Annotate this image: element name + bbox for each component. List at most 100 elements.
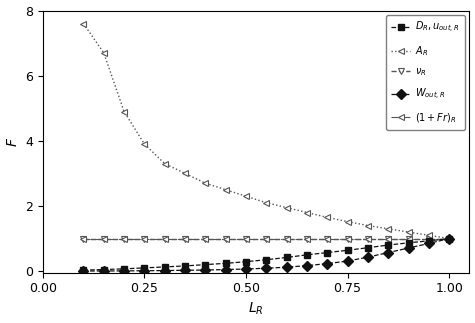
$\nu_R$ [101, 237, 106, 241]
$A_R$ [426, 234, 432, 237]
$W_{out,R}$ [324, 262, 330, 266]
$(1+Fr)_R$ [324, 237, 330, 241]
$A_R$ [385, 227, 391, 231]
$D_R, u_{out,R}$ [264, 258, 269, 262]
$D_R, u_{out,R}$ [223, 261, 228, 265]
$\nu_R$ [162, 237, 168, 241]
$(1+Fr)_R$ [101, 237, 106, 241]
$D_R, u_{out,R}$ [345, 248, 351, 252]
$W_{out,R}$ [142, 269, 147, 273]
$(1+Fr)_R$ [81, 237, 86, 241]
$(1+Fr)_R$ [406, 237, 411, 241]
$(1+Fr)_R$ [121, 237, 127, 241]
$\nu_R$ [264, 237, 269, 241]
$D_R, u_{out,R}$ [406, 241, 411, 245]
$W_{out,R}$ [223, 268, 228, 272]
$W_{out,R}$ [121, 269, 127, 273]
$(1+Fr)_R$ [446, 237, 452, 241]
$\nu_R$ [182, 237, 188, 241]
$W_{out,R}$ [406, 246, 411, 250]
$W_{out,R}$ [202, 268, 208, 272]
$\nu_R$ [202, 237, 208, 241]
$W_{out,R}$ [365, 255, 370, 259]
$A_R$ [202, 181, 208, 185]
$\nu_R$ [406, 237, 411, 241]
$W_{out,R}$ [264, 266, 269, 270]
$A_R$ [81, 22, 86, 26]
Line: $W_{out,R}$: $W_{out,R}$ [80, 235, 453, 275]
$D_R, u_{out,R}$ [101, 267, 106, 271]
$A_R$ [284, 206, 289, 210]
$\nu_R$ [81, 237, 86, 241]
Line: $\nu_R$: $\nu_R$ [80, 235, 453, 242]
$A_R$ [446, 237, 452, 241]
$D_R, u_{out,R}$ [446, 237, 452, 241]
$(1+Fr)_R$ [385, 237, 391, 241]
$D_R, u_{out,R}$ [182, 264, 188, 268]
Legend: $D_R, u_{out,R}$, $A_R$, $\nu_R$, $W_{out,R}$, $(1+Fr)_R$: $D_R, u_{out,R}$, $A_R$, $\nu_R$, $W_{ou… [386, 16, 465, 130]
$W_{out,R}$ [162, 269, 168, 273]
$\nu_R$ [121, 237, 127, 241]
$\nu_R$ [446, 237, 452, 241]
$(1+Fr)_R$ [264, 237, 269, 241]
$D_R, u_{out,R}$ [385, 243, 391, 247]
$W_{out,R}$ [446, 237, 452, 241]
$(1+Fr)_R$ [426, 237, 432, 241]
$(1+Fr)_R$ [162, 237, 168, 241]
$D_R, u_{out,R}$ [243, 260, 249, 264]
$W_{out,R}$ [385, 251, 391, 255]
$A_R$ [264, 201, 269, 205]
Line: $D_R, u_{out,R}$: $D_R, u_{out,R}$ [80, 235, 453, 274]
$\nu_R$ [324, 237, 330, 241]
$W_{out,R}$ [243, 267, 249, 271]
$(1+Fr)_R$ [182, 237, 188, 241]
$W_{out,R}$ [81, 269, 86, 273]
$\nu_R$ [304, 237, 310, 241]
Line: $(1+Fr)_R$: $(1+Fr)_R$ [81, 236, 452, 241]
$(1+Fr)_R$ [345, 237, 351, 241]
Y-axis label: F: F [6, 138, 19, 146]
$A_R$ [345, 220, 351, 224]
$\nu_R$ [385, 237, 391, 241]
$W_{out,R}$ [304, 264, 310, 267]
$A_R$ [101, 51, 106, 55]
$(1+Fr)_R$ [223, 237, 228, 241]
$\nu_R$ [142, 237, 147, 241]
$D_R, u_{out,R}$ [365, 246, 370, 250]
$A_R$ [223, 188, 228, 192]
$W_{out,R}$ [101, 269, 106, 273]
$D_R, u_{out,R}$ [142, 266, 147, 270]
$D_R, u_{out,R}$ [324, 251, 330, 255]
$A_R$ [121, 109, 127, 113]
$A_R$ [324, 215, 330, 219]
$(1+Fr)_R$ [365, 237, 370, 241]
$(1+Fr)_R$ [243, 237, 249, 241]
$A_R$ [304, 211, 310, 214]
$W_{out,R}$ [284, 265, 289, 269]
$D_R, u_{out,R}$ [304, 253, 310, 257]
$W_{out,R}$ [345, 259, 351, 263]
$\nu_R$ [345, 237, 351, 241]
$A_R$ [162, 162, 168, 166]
$A_R$ [406, 230, 411, 234]
$\nu_R$ [426, 237, 432, 241]
$(1+Fr)_R$ [284, 237, 289, 241]
$W_{out,R}$ [182, 268, 188, 272]
$D_R, u_{out,R}$ [284, 255, 289, 259]
$(1+Fr)_R$ [304, 237, 310, 241]
$A_R$ [142, 142, 147, 146]
$W_{out,R}$ [426, 242, 432, 245]
$D_R, u_{out,R}$ [426, 239, 432, 243]
X-axis label: $L_R$: $L_R$ [248, 301, 264, 318]
$\nu_R$ [223, 237, 228, 241]
$D_R, u_{out,R}$ [81, 268, 86, 272]
$(1+Fr)_R$ [142, 237, 147, 241]
$\nu_R$ [284, 237, 289, 241]
$A_R$ [182, 172, 188, 175]
Line: $A_R$: $A_R$ [80, 20, 453, 242]
$(1+Fr)_R$ [202, 237, 208, 241]
$\nu_R$ [243, 237, 249, 241]
$D_R, u_{out,R}$ [162, 265, 168, 269]
$D_R, u_{out,R}$ [202, 263, 208, 266]
$D_R, u_{out,R}$ [121, 267, 127, 271]
